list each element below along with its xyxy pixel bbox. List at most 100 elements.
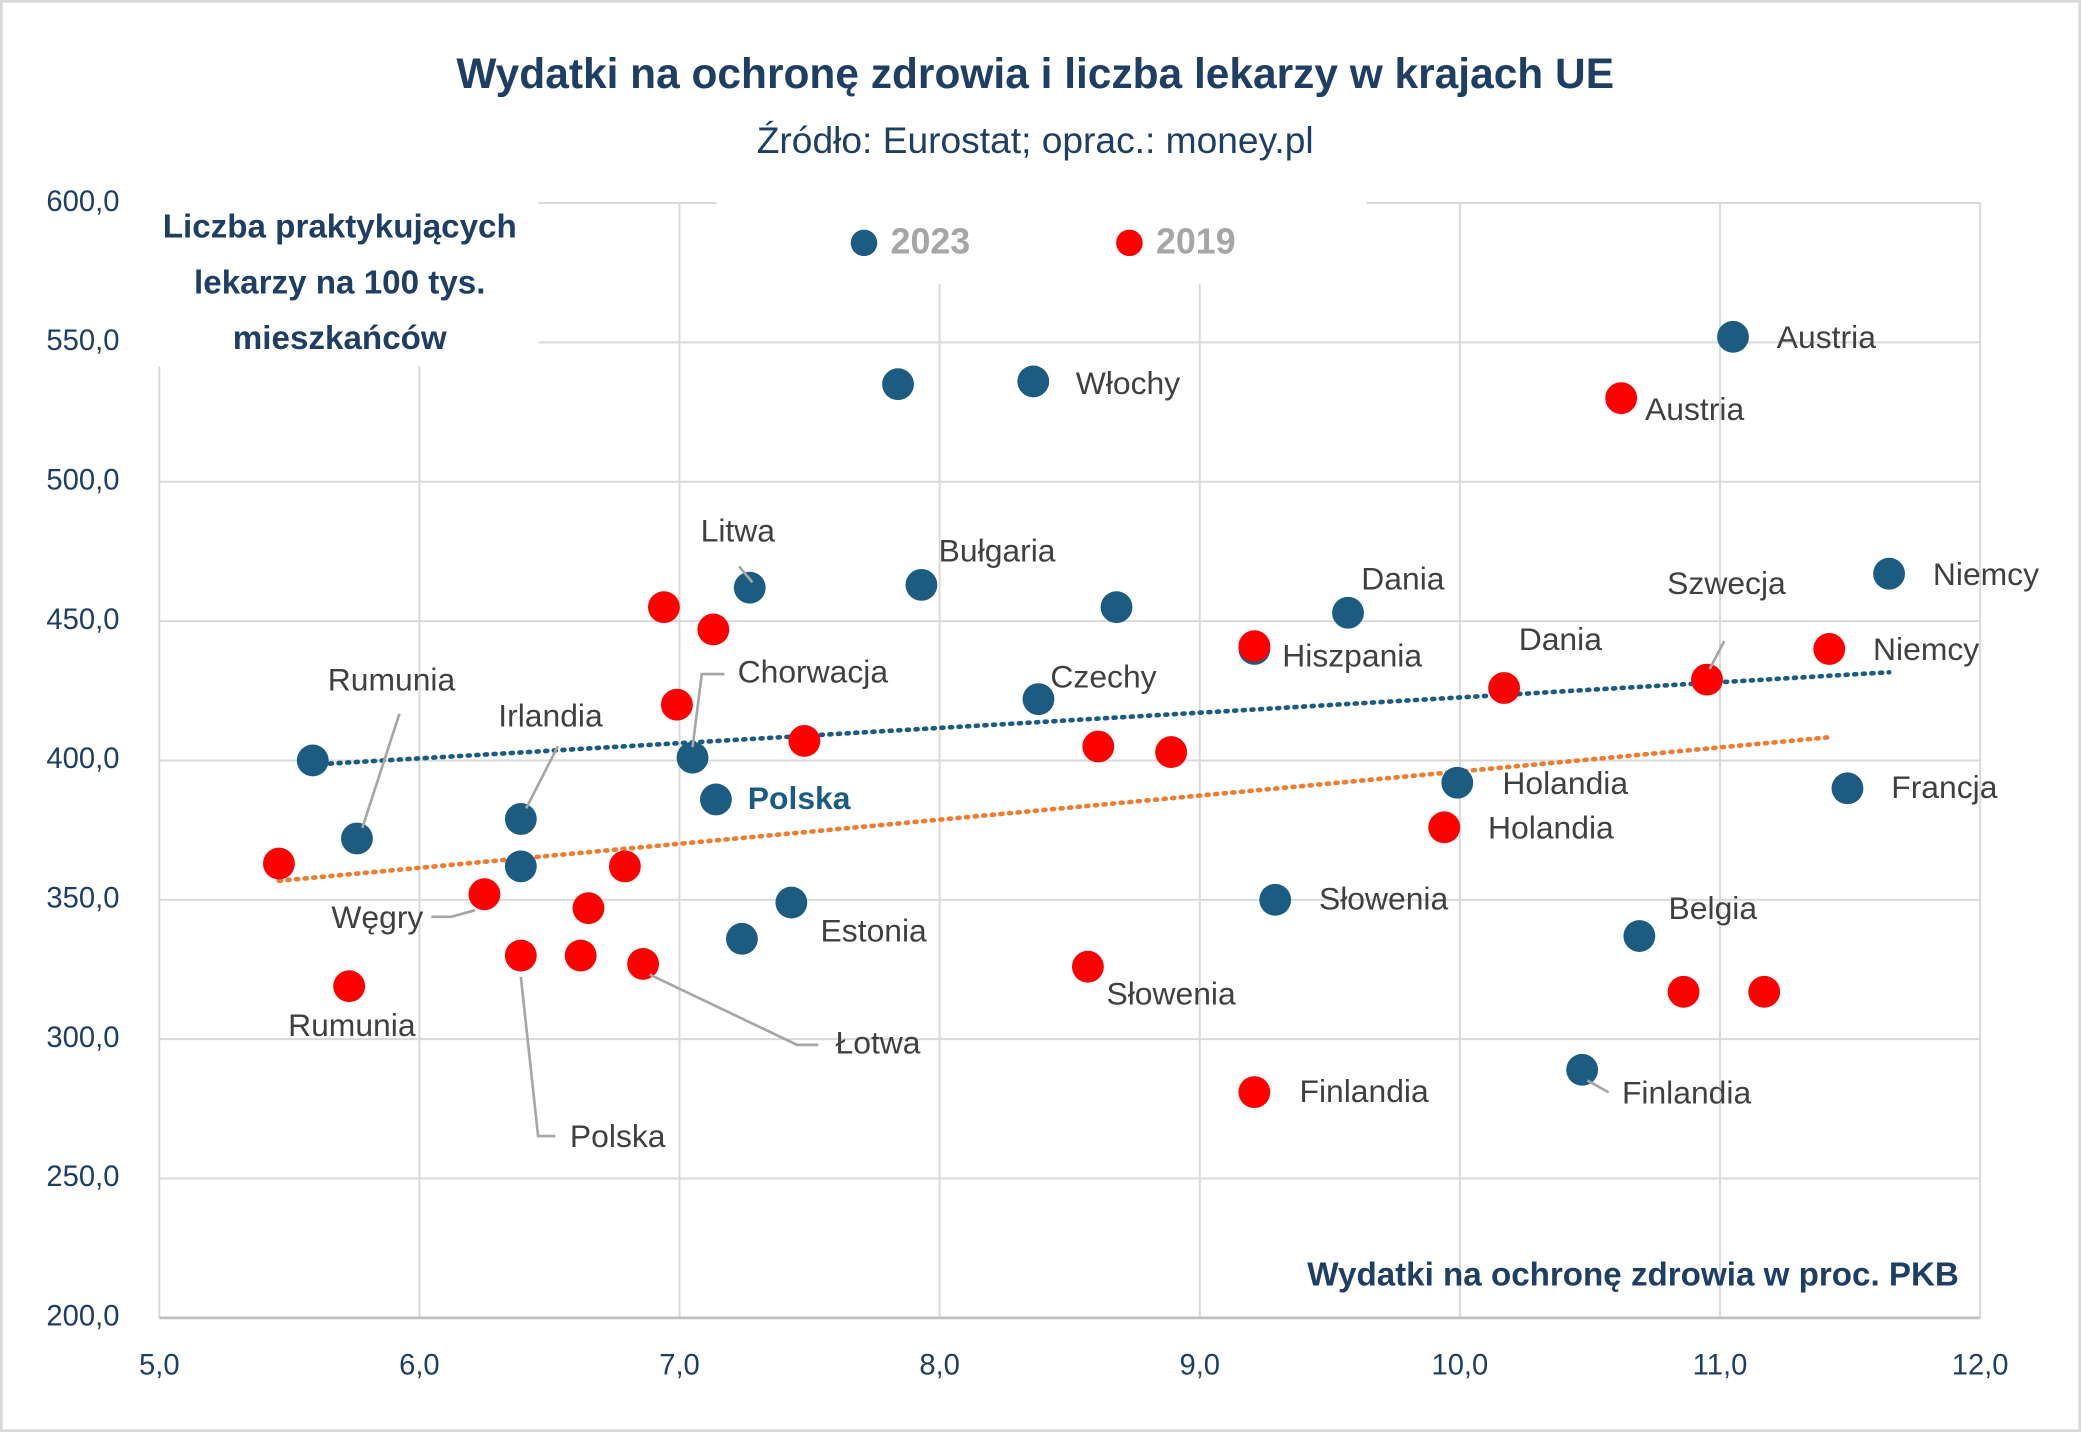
legend-label: 2023 (891, 222, 971, 262)
leader-line (691, 672, 725, 748)
point-label: Irlandia (498, 698, 603, 734)
point-label: Słowenia (1319, 881, 1449, 917)
data-point (1717, 320, 1749, 353)
trendline (276, 734, 1832, 884)
point-label: Niemcy (1933, 556, 2039, 592)
point-label: Dania (1361, 560, 1444, 596)
data-point (333, 970, 366, 1003)
point-label: Rumunia (328, 661, 456, 697)
x-tick-label: 8,0 (919, 1350, 960, 1382)
point-label: Węgry (331, 899, 423, 935)
data-point (1667, 975, 1700, 1008)
leader-line (1708, 640, 1726, 670)
data-point (1831, 772, 1864, 805)
data-point (1428, 811, 1461, 844)
chart-title: Wydatki na ochronę zdrowia i liczba leka… (456, 50, 1614, 97)
data-point (1566, 1053, 1599, 1086)
chart-subtitle: Źródło: Eurostat; oprac.: money.pl (757, 119, 1314, 161)
data-point (1259, 883, 1292, 916)
data-point (608, 850, 641, 883)
y-tick-label: 200,0 (46, 1301, 119, 1333)
leader-line (738, 565, 754, 584)
x-axis-title: Wydatki na ochronę zdrowia w proc. PKB (1307, 1256, 1959, 1293)
point-label: Włochy (1076, 365, 1180, 401)
data-point (700, 783, 732, 816)
data-point (905, 568, 938, 601)
x-tick-label: 12,0 (1952, 1350, 2009, 1382)
data-point (1100, 591, 1133, 624)
data-point (647, 591, 680, 624)
y-axis-title-box: Liczba praktykujących lekarzy na 100 tys… (140, 199, 539, 367)
data-point (1017, 365, 1050, 398)
data-point (504, 850, 537, 883)
point-label: Hiszpania (1282, 638, 1422, 674)
data-point (341, 822, 373, 855)
legend-marker (1116, 229, 1143, 257)
point-label: Rumunia (288, 1007, 416, 1043)
y-tick-label: 550,0 (46, 325, 119, 357)
point-label: Belgia (1669, 890, 1758, 926)
y-tick-label: 400,0 (46, 743, 119, 775)
data-point (1873, 557, 1906, 590)
point-label: Polska (570, 1118, 666, 1154)
data-point (676, 741, 709, 774)
y-tick-label: 450,0 (46, 604, 119, 636)
leader-line (1586, 1079, 1610, 1094)
point-label: Finlandia (1300, 1073, 1430, 1109)
data-point (262, 847, 295, 880)
data-point (1155, 736, 1188, 769)
data-point (1813, 633, 1846, 665)
data-point (1022, 683, 1055, 716)
data-point (775, 886, 808, 919)
point-label: Austria (1645, 391, 1744, 427)
data-point (733, 571, 766, 604)
data-point (726, 922, 758, 955)
data-point (1623, 920, 1656, 952)
point-label: Litwa (701, 513, 776, 549)
legend-background (716, 201, 1367, 285)
data-point (468, 878, 501, 911)
y-tick-label: 500,0 (46, 464, 119, 496)
y-tick-label: 300,0 (46, 1022, 119, 1054)
data-point (660, 688, 693, 721)
data-point (504, 939, 537, 972)
point-label: Słowenia (1106, 975, 1236, 1011)
data-point (1071, 950, 1104, 983)
leader-line (519, 976, 556, 1138)
leader-line (431, 908, 476, 919)
point-label: Bułgaria (939, 532, 1056, 568)
data-point (296, 744, 329, 777)
point-label: Polska (748, 780, 851, 816)
point-label: Holandia (1488, 809, 1614, 845)
data-point (1238, 1076, 1271, 1109)
data-point (1238, 630, 1271, 663)
data-point (1332, 596, 1364, 629)
point-label: Szwecja (1667, 565, 1786, 601)
data-point (1748, 975, 1781, 1008)
leader-line (649, 973, 819, 1047)
data-point (1605, 382, 1638, 415)
leader-line (524, 745, 560, 809)
data-point (1082, 730, 1115, 763)
point-label: Czechy (1050, 659, 1156, 695)
point-label: Łotwa (836, 1024, 921, 1060)
data-point (504, 803, 537, 835)
y-axis-title: Liczba praktykujących lekarzy na 100 tys… (140, 199, 539, 367)
y-tick-label: 350,0 (46, 883, 119, 915)
data-point (1691, 663, 1723, 696)
point-label: Estonia (821, 913, 928, 949)
point-label: Holandia (1502, 765, 1628, 801)
y-tick-label: 250,0 (46, 1161, 119, 1193)
point-label: Francja (1891, 769, 1997, 805)
legend-label: 2019 (1156, 222, 1236, 262)
data-point (1488, 672, 1521, 704)
x-tick-label: 11,0 (1693, 1350, 1748, 1382)
point-label: Austria (1777, 319, 1876, 355)
y-tick-label: 600,0 (46, 186, 119, 218)
data-point (788, 725, 821, 757)
data-point (627, 947, 660, 980)
x-tick-label: 10,0 (1431, 1350, 1488, 1382)
data-point (572, 892, 605, 925)
